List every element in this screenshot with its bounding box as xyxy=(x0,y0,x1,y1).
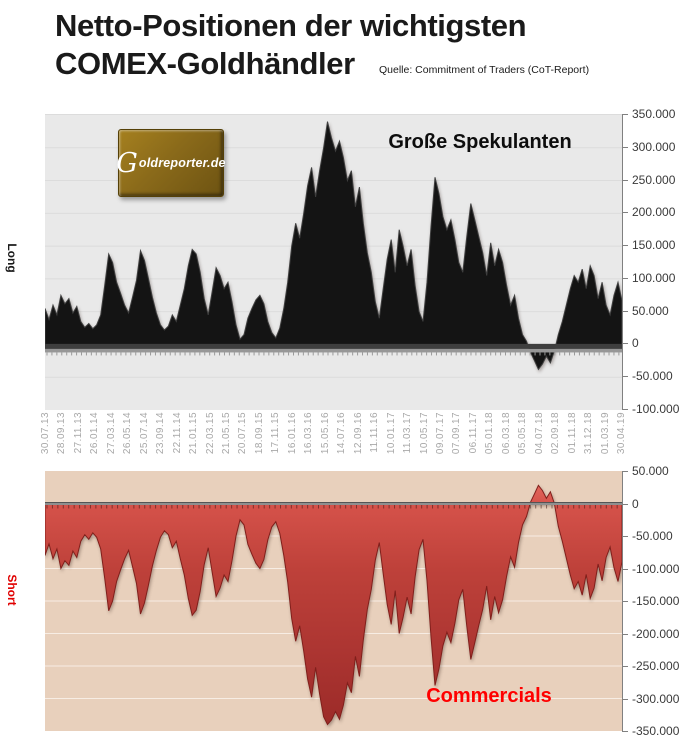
y-axis-tick xyxy=(622,633,628,635)
page-title-line1: Netto-Positionen der wichtigsten xyxy=(55,8,527,43)
x-axis-date-labels: 30.07.13 28.09.13 27.11.13 26.01.14 27.03.14… xyxy=(40,411,627,469)
x-axis-date-label: 26.05.14 xyxy=(122,412,134,455)
y-axis-tick-label: -50.000 xyxy=(632,529,673,543)
y-axis-tick xyxy=(622,568,628,570)
x-axis-date-label: 02.09.18 xyxy=(550,412,562,455)
x-axis-date-label: 30.07.13 xyxy=(40,412,51,455)
y-axis-tick xyxy=(622,114,628,115)
x-axis-date-label: 16.01.16 xyxy=(286,412,298,455)
y-axis-tick xyxy=(622,212,628,214)
x-axis-date-label: 22.11.14 xyxy=(171,412,183,454)
y-axis-tick-label: 0 xyxy=(632,496,639,511)
x-axis-date-label: 06.03.18 xyxy=(500,412,512,455)
y-axis-tick-label: 50.000 xyxy=(632,464,669,478)
y-axis-tick-label: 350.000 xyxy=(632,107,676,121)
long-axis-label: Long xyxy=(5,243,19,273)
y-axis-tick-label: 250.000 xyxy=(632,172,676,187)
y-axis-tick-label: 100.000 xyxy=(632,270,676,285)
y-axis-tick-label: -200.000 xyxy=(632,626,680,641)
x-axis-date-label: 15.05.16 xyxy=(319,412,331,455)
chart-svg-top xyxy=(45,121,622,378)
x-axis-date-label: 23.09.14 xyxy=(155,412,167,455)
grosse-spekulanten-label: Große Spekulanten xyxy=(388,131,572,153)
y-axis-tick-label: 50.000 xyxy=(632,303,669,318)
source-note: Quelle: Commitment of Traders (CoT-Repor… xyxy=(379,64,590,76)
y-axis-tick xyxy=(622,666,628,667)
logo-text: oldreporter.de xyxy=(138,156,226,170)
x-axis-date-label: 22.03.15 xyxy=(204,412,216,455)
y-axis-tick-label: -350.000 xyxy=(632,724,680,738)
logo-initial: G xyxy=(116,147,138,179)
chart-svg-bottom xyxy=(45,484,622,726)
x-axis-date-label: 06.11.17 xyxy=(467,412,479,454)
x-axis-date-label: 10.05.17 xyxy=(418,412,430,455)
y-axis-tick-label: 0 xyxy=(632,336,639,351)
x-axis-date-label: 05.01.18 xyxy=(484,412,496,455)
y-axis-tick-label: -50.000 xyxy=(632,369,673,384)
x-axis-date-label: 21.01.15 xyxy=(188,412,200,455)
x-axis-date-label: 01.11.18 xyxy=(566,412,578,454)
bottom-chart-plot-area xyxy=(45,471,622,731)
x-axis-date-label: 07.09.17 xyxy=(451,412,463,455)
x-axis-date-label: 11.03.17 xyxy=(402,412,414,454)
x-axis-date-label: 28.09.13 xyxy=(56,412,68,455)
zero-baseline-band xyxy=(45,344,622,349)
x-axis-date-label: 20.07.15 xyxy=(237,412,249,455)
y-axis-tick xyxy=(622,503,628,505)
y-axis-tick-label: -150.000 xyxy=(632,594,680,608)
x-axis-date-label: 30.04.19 xyxy=(616,412,627,455)
y-axis-tick xyxy=(622,409,628,410)
zero-line-shadow xyxy=(45,502,622,503)
y-axis-tick xyxy=(622,277,628,279)
x-axis-date-label: 25.07.14 xyxy=(138,412,150,455)
x-axis-date-label: 27.11.13 xyxy=(72,412,84,454)
y-axis-tick xyxy=(622,245,628,247)
area-series-grosse-spekulanten xyxy=(45,121,622,371)
y-axis-tick xyxy=(622,471,628,472)
area-series-commercials xyxy=(45,484,622,726)
x-axis-date-label: 16.03.16 xyxy=(303,412,315,455)
x-axis-date-label: 05.05.18 xyxy=(517,412,529,455)
page-title-line2: COMEX-Goldhändler xyxy=(55,46,355,81)
x-axis-date-label: 12.09.16 xyxy=(352,412,364,455)
y-axis-tick xyxy=(622,310,628,312)
x-axis-date-label: 04.07.18 xyxy=(533,412,545,455)
x-axis-date-label: 18.09.15 xyxy=(253,412,265,455)
y-axis-tick-label: 200.000 xyxy=(632,205,676,220)
top-chart-y-axis-line xyxy=(622,114,623,410)
y-axis-tick xyxy=(622,146,628,148)
y-axis-tick-label: 300.000 xyxy=(632,139,676,154)
y-axis-tick-label: -100.000 xyxy=(632,402,680,416)
y-axis-tick-label: -300.000 xyxy=(632,691,680,706)
x-axis-date-label: 11.11.16 xyxy=(369,412,381,453)
y-axis-tick-label: -100.000 xyxy=(632,561,680,576)
top-chart-plot-area xyxy=(45,114,622,410)
short-axis-label: Short xyxy=(5,574,19,606)
commercials-label: Commercials xyxy=(426,685,552,707)
y-axis-tick xyxy=(622,179,628,181)
x-axis-date-label: 31.12.18 xyxy=(583,412,595,455)
y-axis-tick xyxy=(622,698,628,700)
y-axis-tick-label: 150.000 xyxy=(632,238,676,253)
x-axis-date-label: 01.03.19 xyxy=(599,412,611,455)
zero-line xyxy=(45,503,622,505)
y-axis-tick xyxy=(622,601,628,602)
x-axis-date-label: 17.11.15 xyxy=(270,412,282,454)
y-axis-tick-label: -250.000 xyxy=(632,659,680,673)
x-axis-date-label: 27.03.14 xyxy=(105,412,117,455)
x-axis-date-label: 09.07.17 xyxy=(434,412,446,455)
y-axis-tick xyxy=(622,731,628,732)
y-axis-tick xyxy=(622,536,628,537)
zero-baseline-strip xyxy=(45,348,622,353)
x-axis-date-label: 21.05.15 xyxy=(221,412,233,455)
y-axis-tick xyxy=(622,343,628,345)
x-axis-date-label: 14.07.16 xyxy=(336,412,348,455)
x-axis-date-label: 10.01.17 xyxy=(385,412,397,455)
y-axis-tick xyxy=(622,376,628,378)
x-axis-date-label: 26.01.14 xyxy=(89,412,101,455)
